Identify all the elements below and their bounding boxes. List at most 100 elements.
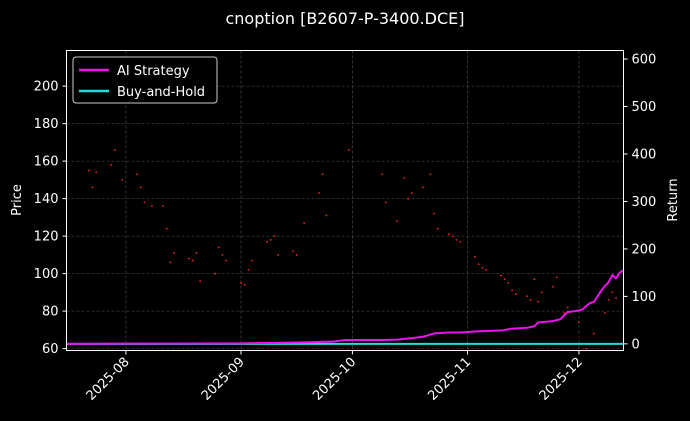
price-point — [578, 321, 580, 324]
price-point — [566, 306, 569, 309]
price-point — [592, 332, 595, 335]
price-point — [91, 186, 94, 189]
price-point — [95, 171, 98, 174]
price-point — [251, 259, 254, 262]
price-point — [277, 253, 280, 256]
price-point — [195, 252, 198, 254]
y2-tick-label: 500 — [632, 100, 657, 115]
y2-tick-label: 400 — [632, 147, 657, 162]
price-point — [500, 274, 502, 277]
price-point — [422, 186, 424, 189]
price-point — [436, 227, 439, 230]
y-axis-left: 60 80 100 120 140 160 180 200 — [34, 80, 67, 357]
y2-axis-label: Return — [666, 178, 681, 221]
price-point — [485, 268, 488, 271]
price-point — [165, 227, 168, 230]
price-point — [429, 173, 432, 176]
legend-label-buy-and-hold: Buy-and-Hold — [117, 85, 205, 100]
y2-tick-label: 600 — [632, 53, 657, 68]
price-point — [396, 220, 398, 223]
legend: AI Strategy Buy-and-Hold — [72, 56, 218, 104]
price-point — [169, 261, 172, 264]
price-point — [403, 177, 406, 179]
price-point — [448, 233, 450, 236]
price-point — [381, 173, 384, 176]
price-point — [243, 283, 246, 286]
price-point — [563, 312, 565, 314]
price-point — [607, 298, 610, 301]
price-point — [318, 192, 320, 194]
y-tick-label: 100 — [34, 267, 59, 282]
y2-tick-label: 100 — [632, 290, 657, 305]
y-axis-label: Price — [10, 184, 25, 216]
price-point — [173, 252, 176, 254]
price-point — [292, 250, 294, 253]
y-tick-label: 120 — [34, 230, 59, 245]
price-point — [303, 222, 306, 224]
price-point — [611, 291, 614, 294]
legend-label-ai-strategy: AI Strategy — [117, 64, 190, 79]
price-point — [585, 347, 588, 350]
plot-frame — [66, 50, 624, 351]
price-point — [240, 282, 242, 284]
price-point — [347, 148, 350, 151]
price-point — [221, 253, 224, 256]
y-tick-label: 80 — [42, 305, 59, 320]
price-point — [110, 163, 112, 166]
price-point — [139, 186, 142, 189]
price-point — [533, 278, 536, 281]
price-point — [477, 263, 480, 266]
price-point — [295, 253, 298, 256]
y-tick-label: 60 — [42, 342, 59, 357]
price-point — [615, 297, 617, 299]
price-point — [191, 259, 194, 262]
y-tick-label: 160 — [34, 155, 59, 170]
price-point — [555, 276, 558, 279]
y-tick-label: 200 — [34, 80, 59, 95]
price-point — [273, 235, 276, 238]
price-point — [433, 212, 436, 215]
price-point — [459, 240, 462, 243]
chart-title: cnoption [B2607-P-3400.DCE] — [225, 9, 464, 28]
price-point — [455, 238, 458, 241]
price-point — [225, 259, 228, 262]
price-point — [384, 201, 387, 204]
price-point — [481, 267, 484, 269]
price-point — [552, 285, 554, 288]
y-axis-right: 0 100 200 300 400 500 600 — [623, 53, 657, 352]
price-point — [540, 291, 543, 294]
price-dots — [87, 148, 617, 350]
price-point — [451, 235, 454, 238]
price-point — [214, 272, 216, 275]
price-point — [514, 293, 517, 296]
price-point — [537, 300, 539, 303]
price-point — [325, 214, 328, 217]
price-point — [269, 238, 272, 241]
series-line-ai-strategy — [66, 269, 625, 345]
y2-tick-label: 0 — [632, 337, 640, 352]
price-point — [121, 178, 124, 181]
price-point — [247, 268, 250, 271]
price-point — [199, 280, 202, 283]
price-point — [217, 246, 220, 249]
price-point — [529, 298, 532, 301]
price-point — [113, 148, 116, 151]
price-point — [407, 197, 410, 200]
price-point — [136, 173, 138, 176]
price-point — [151, 205, 153, 208]
price-point — [188, 257, 190, 260]
price-point — [162, 205, 164, 208]
y2-tick-label: 300 — [632, 195, 657, 210]
price-point — [507, 282, 510, 284]
price-point — [87, 169, 90, 172]
price-point — [604, 312, 606, 314]
price-point — [143, 201, 146, 204]
price-point — [474, 255, 476, 258]
price-point — [266, 240, 268, 243]
price-point — [503, 278, 506, 281]
price-point — [526, 295, 528, 298]
series-lines — [66, 269, 625, 345]
y2-tick-label: 200 — [632, 242, 657, 257]
price-point — [511, 289, 513, 292]
